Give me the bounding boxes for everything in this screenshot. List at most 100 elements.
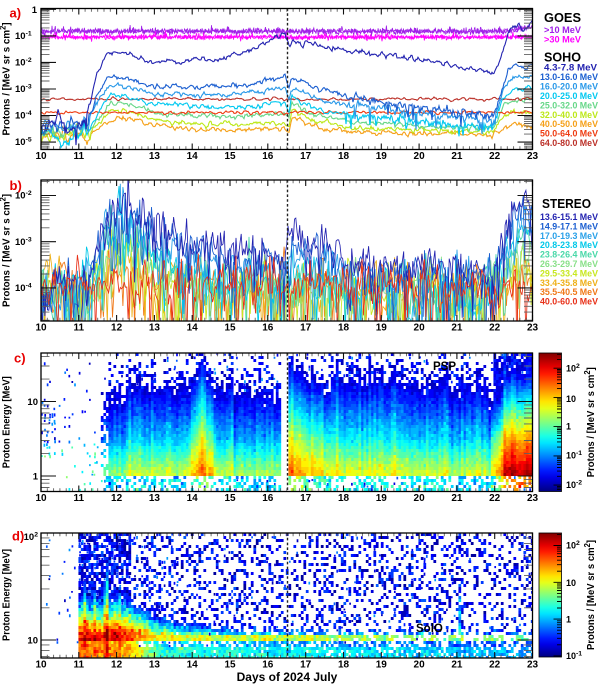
svg-text:15: 15 <box>224 493 236 504</box>
svg-text:20.0-25.0 MeV: 20.0-25.0 MeV <box>540 91 598 101</box>
svg-text:15: 15 <box>224 322 236 333</box>
svg-text:14.9-17.1 MeV: 14.9-17.1 MeV <box>540 221 598 231</box>
svg-text:32.0-40.0 MeV: 32.0-40.0 MeV <box>540 110 598 120</box>
svg-text:11: 11 <box>74 493 85 504</box>
svg-text:18: 18 <box>338 659 350 670</box>
svg-text:33.4-35.8 MeV: 33.4-35.8 MeV <box>540 278 598 288</box>
svg-text:35.5-40.5 MeV: 35.5-40.5 MeV <box>540 287 598 297</box>
svg-text:c): c) <box>14 351 26 366</box>
svg-text:16: 16 <box>262 493 274 504</box>
svg-text:21: 21 <box>451 659 463 670</box>
svg-text:PSP: PSP <box>433 361 456 373</box>
svg-text:Protons / [MeV sr s cm2]: Protons / [MeV sr s cm2] <box>0 194 13 307</box>
svg-text:13: 13 <box>149 151 161 162</box>
svg-text:SOHO: SOHO <box>544 50 581 65</box>
svg-text:17: 17 <box>300 493 312 504</box>
svg-text:10: 10 <box>35 493 47 504</box>
svg-text:a): a) <box>10 6 22 21</box>
svg-text:10: 10 <box>27 636 38 647</box>
svg-text:1: 1 <box>566 422 571 432</box>
svg-text:26.3-29.7 MeV: 26.3-29.7 MeV <box>540 259 598 269</box>
svg-text:4.3-7.8 MeV: 4.3-7.8 MeV <box>544 63 597 73</box>
svg-text:18: 18 <box>338 151 350 162</box>
svg-text:d): d) <box>12 529 24 544</box>
svg-text:12: 12 <box>111 322 123 333</box>
svg-text:10-1: 10-1 <box>566 450 582 461</box>
svg-text:25.0-32.0 MeV: 25.0-32.0 MeV <box>540 100 598 110</box>
svg-text:Proton Energy [MeV]: Proton Energy [MeV] <box>1 376 13 468</box>
svg-text:21: 21 <box>451 493 463 504</box>
svg-text:STEREO: STEREO <box>542 197 591 211</box>
svg-text:20.8-23.8 MeV: 20.8-23.8 MeV <box>540 240 598 250</box>
svg-text:10-2: 10-2 <box>566 480 582 491</box>
svg-text:12: 12 <box>111 493 123 504</box>
svg-text:b): b) <box>10 178 22 193</box>
svg-text:23: 23 <box>527 322 539 333</box>
svg-text:Protons / [MeV sr s cm2]: Protons / [MeV sr s cm2] <box>583 540 597 650</box>
svg-text:10: 10 <box>27 397 38 408</box>
svg-text:16.0-20.0 MeV: 16.0-20.0 MeV <box>540 81 598 91</box>
svg-text:10-5: 10-5 <box>15 137 32 149</box>
svg-text:SolO: SolO <box>416 623 443 635</box>
svg-text:12: 12 <box>111 151 123 162</box>
svg-text:14: 14 <box>187 151 199 162</box>
svg-text:13: 13 <box>149 322 161 333</box>
svg-text:19: 19 <box>376 151 388 162</box>
svg-text:14: 14 <box>187 322 199 333</box>
svg-text:15: 15 <box>224 659 236 670</box>
svg-text:1: 1 <box>566 615 571 625</box>
svg-text:102: 102 <box>24 532 39 544</box>
svg-text:22: 22 <box>489 493 501 504</box>
svg-text:14: 14 <box>187 659 199 670</box>
svg-text:Protons / [MeV sr s cm2]: Protons / [MeV sr s cm2] <box>583 367 597 477</box>
svg-text:Proton Energy [MeV]: Proton Energy [MeV] <box>1 549 13 641</box>
svg-text:102: 102 <box>566 363 580 374</box>
svg-text:GOES: GOES <box>544 10 581 25</box>
svg-text:14: 14 <box>187 493 199 504</box>
svg-text:10-3: 10-3 <box>15 84 32 96</box>
svg-text:15: 15 <box>224 151 236 162</box>
svg-text:21: 21 <box>451 151 463 162</box>
svg-text:23.8-26.4 MeV: 23.8-26.4 MeV <box>540 250 598 260</box>
svg-text:11: 11 <box>74 322 85 333</box>
svg-text:18: 18 <box>338 493 350 504</box>
svg-text:13.6-15.1 MeV: 13.6-15.1 MeV <box>540 212 598 222</box>
svg-text:10-4: 10-4 <box>15 110 32 122</box>
svg-text:21: 21 <box>451 322 463 333</box>
svg-text:10: 10 <box>35 659 47 670</box>
svg-text:10-1: 10-1 <box>15 31 32 43</box>
svg-text:22: 22 <box>489 322 501 333</box>
svg-text:10-2: 10-2 <box>15 190 32 202</box>
svg-text:102: 102 <box>566 540 580 551</box>
svg-text:22: 22 <box>489 151 501 162</box>
svg-text:20: 20 <box>414 659 426 670</box>
svg-text:16: 16 <box>262 151 274 162</box>
svg-text:17.0-19.3 MeV: 17.0-19.3 MeV <box>540 231 598 241</box>
svg-text:10-4: 10-4 <box>15 283 32 295</box>
svg-text:10: 10 <box>566 394 576 404</box>
svg-text:20: 20 <box>414 151 426 162</box>
svg-text:64.0-80.0 MeV: 64.0-80.0 MeV <box>540 138 598 148</box>
svg-text:>10 MeV: >10 MeV <box>544 25 581 35</box>
svg-text:20: 20 <box>414 322 426 333</box>
svg-text:23: 23 <box>527 659 539 670</box>
svg-text:19: 19 <box>376 493 388 504</box>
svg-text:10: 10 <box>566 578 576 588</box>
svg-text:10: 10 <box>35 151 47 162</box>
svg-text:22: 22 <box>489 659 501 670</box>
svg-text:1: 1 <box>32 5 38 16</box>
svg-text:1: 1 <box>33 472 39 483</box>
svg-text:40.0-60.0 MeV: 40.0-60.0 MeV <box>540 297 598 307</box>
svg-text:11: 11 <box>74 151 85 162</box>
svg-text:10-3: 10-3 <box>15 236 32 248</box>
svg-text:16: 16 <box>262 322 274 333</box>
svg-text:17: 17 <box>300 151 312 162</box>
svg-text:10: 10 <box>35 322 47 333</box>
svg-text:10-1: 10-1 <box>566 651 582 662</box>
svg-text:13: 13 <box>149 659 161 670</box>
svg-text:40.0-50.0 MeV: 40.0-50.0 MeV <box>540 119 598 129</box>
svg-text:13: 13 <box>149 493 161 504</box>
svg-text:13.0-16.0 MeV: 13.0-16.0 MeV <box>540 72 598 82</box>
svg-text:23: 23 <box>527 151 539 162</box>
svg-text:19: 19 <box>376 322 388 333</box>
